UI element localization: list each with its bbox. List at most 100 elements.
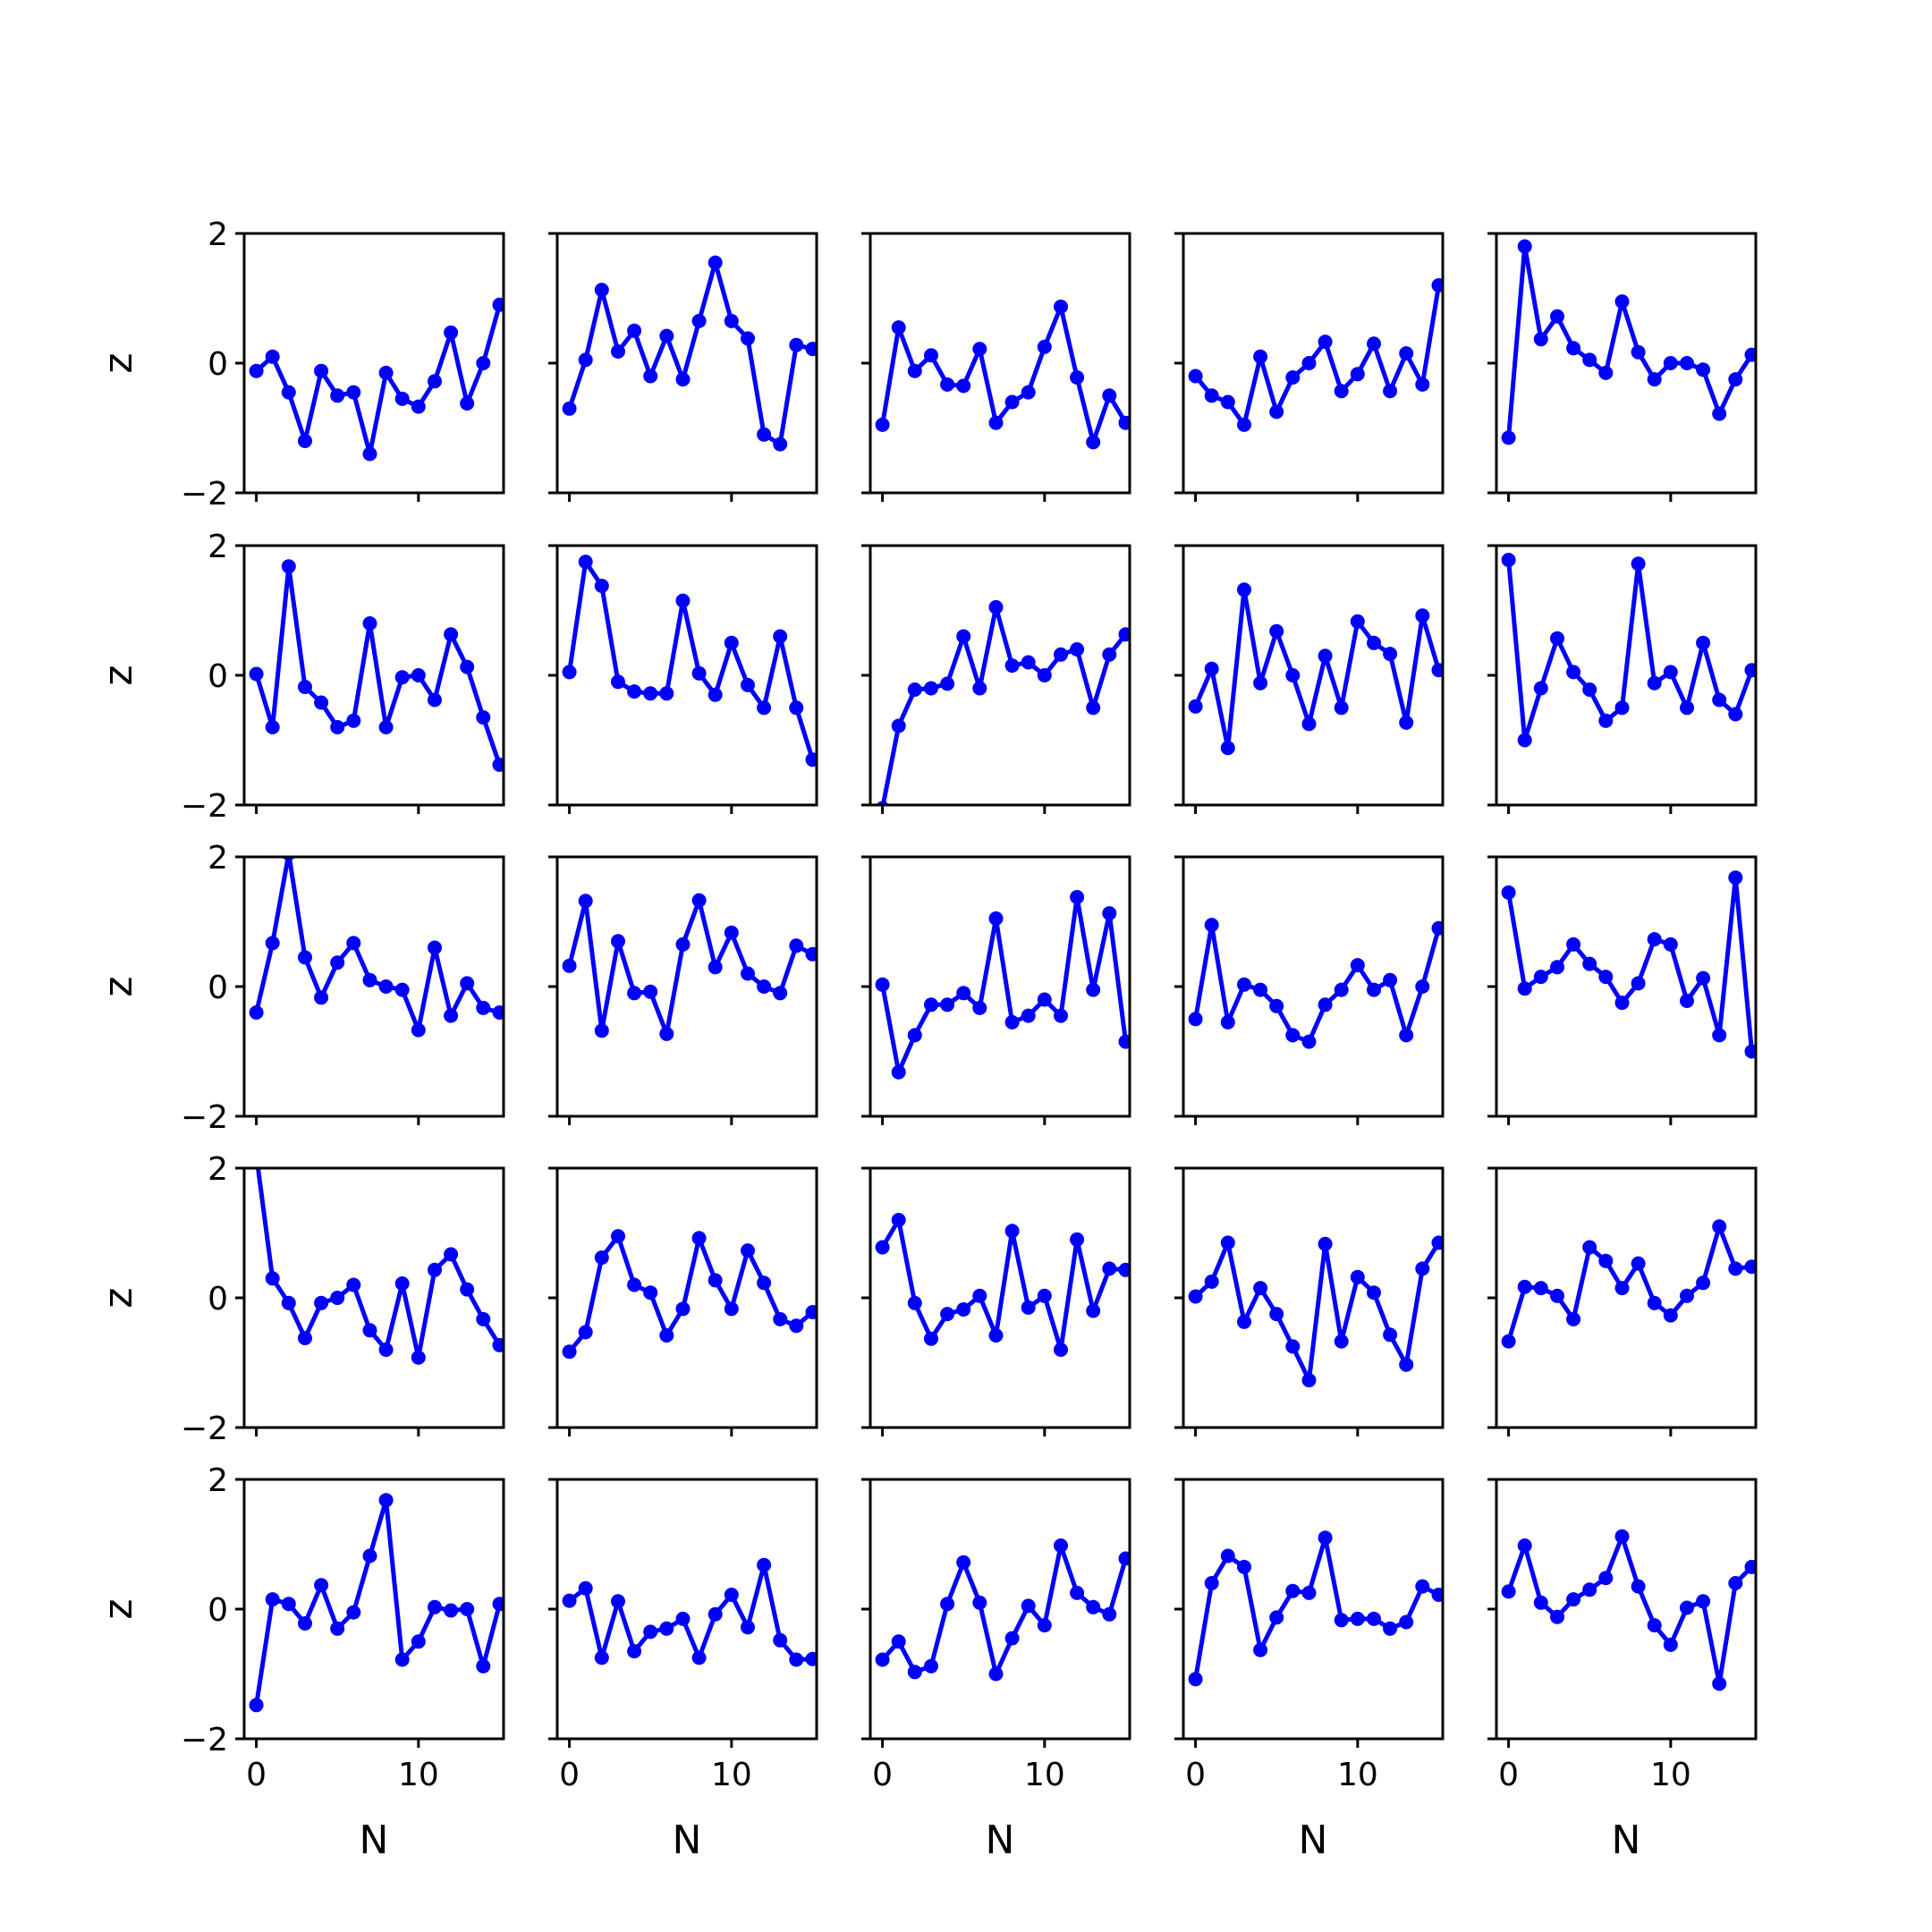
data-point — [265, 720, 280, 734]
data-point — [298, 434, 312, 448]
data-point — [265, 1592, 280, 1607]
data-point — [1399, 346, 1414, 361]
data-point — [956, 986, 971, 1001]
data-point — [1086, 1599, 1101, 1614]
data-point — [1037, 339, 1052, 354]
data-point — [1237, 1559, 1251, 1574]
data-point — [1517, 239, 1532, 254]
data-point — [907, 682, 922, 697]
data-point — [1696, 635, 1711, 650]
panel-r1-c4 — [1174, 232, 1445, 502]
data-point — [1728, 372, 1743, 387]
data-point — [940, 1307, 955, 1322]
data-point — [789, 1318, 804, 1334]
data-point — [1086, 700, 1101, 716]
data-point — [265, 936, 280, 951]
axes-frame — [1495, 232, 1758, 495]
data-point — [691, 893, 707, 908]
data-point — [1204, 661, 1219, 676]
y-tick-label: 2 — [208, 1462, 228, 1499]
plot-area — [1188, 1530, 1443, 1687]
y-axis-label: z — [96, 976, 141, 996]
panel-r5-c5: 0 10N — [1487, 1478, 1758, 1863]
data-point — [1318, 997, 1333, 1013]
data-point — [281, 385, 296, 400]
data-point — [1696, 1275, 1711, 1291]
data-point — [1744, 1259, 1756, 1275]
data-point — [1367, 635, 1381, 650]
data-point — [1383, 1621, 1398, 1636]
data-point — [708, 1606, 723, 1622]
data-point — [1350, 367, 1365, 382]
data-point — [1021, 655, 1036, 670]
plot-area — [1188, 582, 1443, 756]
data-point — [757, 979, 772, 994]
data-point — [972, 1595, 987, 1610]
data-point — [562, 401, 577, 416]
series-line — [880, 1217, 1126, 1352]
data-point — [805, 1651, 817, 1666]
data-point — [1102, 906, 1117, 921]
data-point — [891, 718, 906, 733]
y-tick-label: −2 — [181, 1099, 228, 1136]
data-point — [1680, 700, 1694, 716]
data-point — [924, 681, 938, 696]
data-point — [362, 616, 377, 631]
series-line — [1506, 1224, 1752, 1343]
data-point — [1301, 356, 1317, 370]
data-point — [875, 1240, 890, 1255]
data-point — [362, 446, 377, 462]
data-point — [411, 668, 426, 682]
data-point — [972, 1000, 987, 1015]
data-point — [1054, 1343, 1068, 1357]
plot-area — [1501, 1529, 1756, 1691]
data-point — [741, 966, 755, 981]
data-point — [362, 972, 377, 987]
panel-r1-c1: −2 0 2 z — [96, 216, 505, 513]
data-point — [265, 1271, 280, 1286]
data-point — [1614, 700, 1630, 716]
data-point — [1533, 332, 1548, 347]
data-point — [1517, 1538, 1532, 1553]
panel-r3-c4 — [1174, 855, 1445, 1125]
data-point — [1334, 384, 1349, 399]
plot-area — [1501, 870, 1756, 1059]
data-point — [1318, 648, 1333, 664]
data-point — [627, 323, 642, 338]
data-point — [611, 1594, 625, 1609]
data-point — [1598, 1253, 1614, 1268]
data-point — [924, 1331, 938, 1346]
data-point — [1696, 970, 1711, 986]
data-point — [659, 1621, 674, 1636]
data-point — [314, 990, 329, 1005]
data-point — [1399, 715, 1414, 730]
data-point — [972, 681, 987, 696]
data-point — [1614, 1529, 1630, 1544]
panel-r2-c1: −2 0 2 z — [96, 529, 505, 825]
data-point — [757, 1557, 772, 1572]
data-point — [346, 1605, 361, 1620]
data-point — [1188, 369, 1203, 384]
data-point — [1598, 1571, 1614, 1586]
data-point — [924, 1658, 938, 1674]
data-point — [1582, 1240, 1597, 1255]
series-line — [880, 304, 1128, 445]
data-point — [1269, 623, 1284, 639]
data-point — [972, 1288, 987, 1303]
data-point — [708, 960, 723, 975]
data-point — [1598, 365, 1614, 380]
series-line — [568, 1563, 813, 1662]
data-point — [1431, 1235, 1443, 1250]
plot-area — [876, 599, 1130, 805]
data-point — [611, 1229, 625, 1244]
data-point — [428, 1599, 442, 1614]
data-point — [724, 1301, 739, 1317]
data-point — [1054, 1008, 1068, 1023]
data-point — [282, 857, 295, 861]
y-tick-label: 0 — [208, 970, 228, 1006]
panel-r2-c2 — [548, 544, 818, 814]
data-point — [428, 1262, 442, 1277]
data-point — [1237, 582, 1251, 597]
data-point — [411, 399, 426, 414]
y-tick-label: 2 — [208, 1151, 228, 1188]
